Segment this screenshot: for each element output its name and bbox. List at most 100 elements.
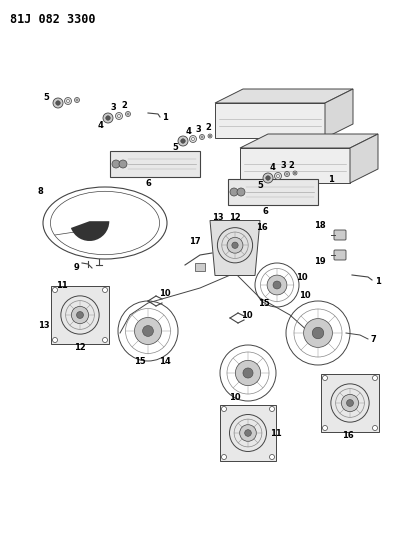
Circle shape bbox=[373, 425, 377, 431]
Text: 5: 5 bbox=[43, 93, 49, 101]
Circle shape bbox=[232, 242, 238, 248]
Circle shape bbox=[53, 287, 57, 293]
Circle shape bbox=[119, 160, 127, 168]
Text: 3: 3 bbox=[110, 102, 116, 111]
Circle shape bbox=[273, 281, 281, 289]
Text: 15: 15 bbox=[134, 357, 146, 366]
Polygon shape bbox=[210, 221, 260, 276]
Text: 4: 4 bbox=[185, 126, 191, 135]
Text: 3: 3 bbox=[280, 161, 286, 171]
Text: 1: 1 bbox=[375, 277, 381, 286]
Circle shape bbox=[284, 172, 289, 176]
Text: 4: 4 bbox=[269, 164, 275, 173]
Text: 17: 17 bbox=[189, 237, 201, 246]
Circle shape bbox=[71, 306, 89, 324]
Circle shape bbox=[304, 319, 332, 348]
Circle shape bbox=[103, 113, 113, 123]
Polygon shape bbox=[215, 89, 353, 103]
Circle shape bbox=[266, 176, 270, 180]
Circle shape bbox=[116, 112, 122, 119]
Circle shape bbox=[135, 318, 162, 344]
Text: 19: 19 bbox=[314, 256, 326, 265]
Circle shape bbox=[103, 337, 107, 343]
Circle shape bbox=[322, 376, 327, 381]
Text: 1: 1 bbox=[328, 175, 334, 184]
Wedge shape bbox=[71, 221, 109, 241]
Circle shape bbox=[118, 115, 120, 117]
Circle shape bbox=[67, 100, 69, 102]
Circle shape bbox=[190, 135, 196, 142]
Circle shape bbox=[286, 173, 288, 175]
FancyBboxPatch shape bbox=[195, 263, 205, 271]
Text: 10: 10 bbox=[241, 311, 253, 319]
Circle shape bbox=[322, 425, 327, 431]
Circle shape bbox=[227, 237, 243, 253]
Circle shape bbox=[200, 134, 204, 140]
FancyBboxPatch shape bbox=[51, 286, 109, 344]
Circle shape bbox=[126, 111, 131, 117]
Circle shape bbox=[221, 455, 227, 459]
Circle shape bbox=[112, 160, 120, 168]
Circle shape bbox=[127, 113, 129, 115]
Text: 3: 3 bbox=[195, 125, 201, 133]
Text: 8: 8 bbox=[37, 187, 43, 196]
Text: 11: 11 bbox=[270, 429, 282, 438]
FancyBboxPatch shape bbox=[321, 374, 379, 432]
Text: 13: 13 bbox=[212, 214, 224, 222]
Polygon shape bbox=[325, 89, 353, 138]
Circle shape bbox=[56, 101, 60, 105]
Circle shape bbox=[373, 376, 377, 381]
Circle shape bbox=[294, 172, 296, 174]
Circle shape bbox=[276, 175, 280, 177]
Text: 5: 5 bbox=[257, 181, 263, 190]
FancyBboxPatch shape bbox=[220, 405, 276, 461]
Circle shape bbox=[181, 139, 185, 143]
Text: 18: 18 bbox=[314, 221, 326, 230]
Text: 12: 12 bbox=[229, 214, 241, 222]
Circle shape bbox=[245, 430, 251, 437]
Circle shape bbox=[293, 171, 297, 175]
Circle shape bbox=[103, 287, 107, 293]
Circle shape bbox=[243, 368, 253, 378]
Circle shape bbox=[237, 188, 245, 196]
Circle shape bbox=[270, 407, 274, 411]
Text: 2: 2 bbox=[121, 101, 127, 110]
Text: 2: 2 bbox=[288, 160, 294, 169]
FancyBboxPatch shape bbox=[334, 250, 346, 260]
Circle shape bbox=[65, 98, 72, 104]
Text: 16: 16 bbox=[342, 431, 354, 440]
Text: 7: 7 bbox=[370, 335, 376, 344]
Circle shape bbox=[221, 407, 227, 411]
Text: 10: 10 bbox=[296, 273, 308, 282]
Text: 2: 2 bbox=[205, 124, 211, 133]
Text: 10: 10 bbox=[299, 292, 311, 301]
Circle shape bbox=[263, 173, 273, 183]
Circle shape bbox=[240, 425, 256, 441]
Circle shape bbox=[53, 98, 63, 108]
Circle shape bbox=[312, 327, 324, 339]
Text: 6: 6 bbox=[262, 207, 268, 216]
FancyBboxPatch shape bbox=[334, 230, 346, 240]
Circle shape bbox=[235, 360, 261, 385]
Text: 81J 082 3300: 81J 082 3300 bbox=[10, 13, 95, 26]
Circle shape bbox=[76, 312, 84, 318]
Polygon shape bbox=[350, 134, 378, 183]
Circle shape bbox=[74, 98, 80, 102]
Polygon shape bbox=[240, 134, 378, 148]
Circle shape bbox=[178, 136, 188, 146]
Circle shape bbox=[208, 134, 212, 138]
FancyBboxPatch shape bbox=[228, 179, 318, 205]
Text: 15: 15 bbox=[258, 298, 270, 308]
Text: 13: 13 bbox=[38, 320, 50, 329]
Text: 12: 12 bbox=[74, 343, 86, 351]
Text: 16: 16 bbox=[256, 223, 268, 232]
Text: 9: 9 bbox=[73, 263, 79, 272]
Polygon shape bbox=[240, 148, 350, 183]
Circle shape bbox=[143, 326, 153, 336]
FancyBboxPatch shape bbox=[110, 151, 200, 177]
Circle shape bbox=[346, 400, 354, 407]
Text: 14: 14 bbox=[159, 357, 171, 366]
Text: 10: 10 bbox=[229, 393, 241, 402]
Text: 11: 11 bbox=[56, 280, 68, 289]
Circle shape bbox=[274, 173, 282, 180]
